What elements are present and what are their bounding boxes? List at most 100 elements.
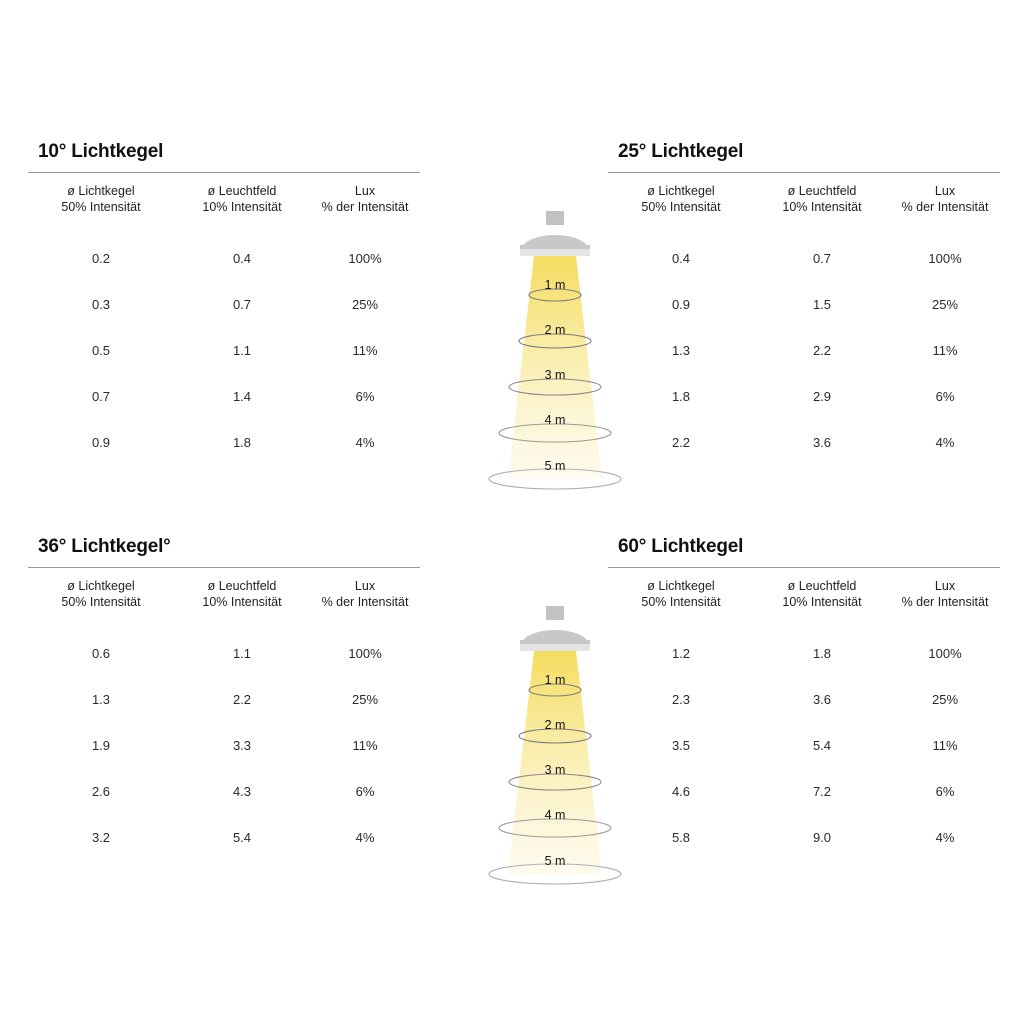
table-row: 4.6 7.2 6% <box>608 768 1000 814</box>
cell-lux: 25% <box>931 691 959 707</box>
table-row: 0.5 1.1 11% <box>28 327 420 373</box>
table-row: 2.6 4.3 6% <box>28 768 420 814</box>
cell-lichtkegel: 0.2 <box>91 250 111 266</box>
cell-leuchtfeld: 1.1 <box>232 342 252 358</box>
cell-lichtkegel: 0.9 <box>91 434 111 450</box>
distance-ellipse-3m <box>508 773 602 791</box>
cell-lux: 4% <box>355 829 375 845</box>
table-header-row: ø Lichtkegel 50% Intensität ø Leuchtfeld… <box>608 183 1000 221</box>
beam-table-10: ø Lichtkegel 50% Intensität ø Leuchtfeld… <box>28 183 420 465</box>
cell-lux: 11% <box>352 342 378 358</box>
cell-lux: 6% <box>935 783 955 799</box>
cell-leuchtfeld: 9.0 <box>812 829 832 845</box>
lamp-icon <box>520 211 590 256</box>
cell-lichtkegel: 0.7 <box>91 388 111 404</box>
panel-25-degree: 25° Lichtkegel ø Lichtkegel 50% Intensit… <box>608 140 1000 465</box>
table-header-row: ø Lichtkegel 50% Intensität ø Leuchtfeld… <box>608 578 1000 616</box>
beam-table-36: ø Lichtkegel 50% Intensität ø Leuchtfeld… <box>28 578 420 860</box>
table-row: 0.7 1.4 6% <box>28 373 420 419</box>
table-row: 0.6 1.1 100% <box>28 616 420 676</box>
title-divider <box>608 172 1000 173</box>
table-row: 0.2 0.4 100% <box>28 221 420 281</box>
cell-lux: 4% <box>935 434 955 450</box>
cell-leuchtfeld: 5.4 <box>232 829 252 845</box>
panel-36-degree: 36° Lichtkegel° ø Lichtkegel 50% Intensi… <box>28 535 420 860</box>
cell-lux: 6% <box>935 388 955 404</box>
table-row: 3.5 5.4 11% <box>608 722 1000 768</box>
column-header-lichtkegel: ø Lichtkegel 50% Intensität <box>61 184 141 214</box>
column-header-leuchtfeld: ø Leuchtfeld 10% Intensität <box>202 579 282 609</box>
table-row: 1.3 2.2 25% <box>28 676 420 722</box>
distance-label-3m: 3 m <box>545 763 566 777</box>
distance-label-4m: 4 m <box>545 808 566 822</box>
table-row: 0.9 1.5 25% <box>608 281 1000 327</box>
table-header-row: ø Lichtkegel 50% Intensität ø Leuchtfeld… <box>28 578 420 616</box>
cell-lichtkegel: 3.2 <box>91 829 111 845</box>
distance-markers: 1 m 2 m 3 m 4 m 5 m <box>488 278 622 490</box>
distance-ellipse-2m <box>518 333 592 349</box>
cell-leuchtfeld: 1.4 <box>232 388 252 404</box>
cell-lux: 4% <box>935 829 955 845</box>
table-row: 3.2 5.4 4% <box>28 814 420 860</box>
column-header-lux: Lux % der Intensität <box>321 184 409 214</box>
distance-markers: 1 m 2 m 3 m 4 m 5 m <box>488 673 622 885</box>
cell-lichtkegel: 3.5 <box>671 737 691 753</box>
table-row: 0.4 0.7 100% <box>608 221 1000 281</box>
column-header-leuchtfeld: ø Leuchtfeld 10% Intensität <box>782 184 862 214</box>
column-header-lichtkegel: ø Lichtkegel 50% Intensität <box>61 579 141 609</box>
distance-ellipse-4m <box>498 818 612 838</box>
cell-leuchtfeld: 2.9 <box>812 388 832 404</box>
cell-lichtkegel: 1.9 <box>91 737 111 753</box>
cell-lichtkegel: 2.3 <box>671 691 691 707</box>
table-row: 2.2 3.6 4% <box>608 419 1000 465</box>
cell-lichtkegel: 2.6 <box>91 783 111 799</box>
cell-lichtkegel: 1.3 <box>671 342 691 358</box>
page-title: 36° Lichtkegel° <box>38 536 171 557</box>
light-cone-diagram-top: 1 m 2 m 3 m 4 m 5 m <box>480 201 630 501</box>
cell-leuchtfeld: 0.7 <box>232 296 252 312</box>
cell-leuchtfeld: 2.2 <box>812 342 832 358</box>
cell-leuchtfeld: 3.6 <box>812 691 832 707</box>
cell-lichtkegel: 1.2 <box>671 645 691 661</box>
cell-lux: 100% <box>928 645 962 661</box>
table-row: 0.3 0.7 25% <box>28 281 420 327</box>
cell-lux: 4% <box>355 434 375 450</box>
cell-lichtkegel: 1.3 <box>91 691 111 707</box>
distance-ellipse-3m <box>508 378 602 396</box>
cell-lichtkegel: 0.3 <box>91 296 111 312</box>
column-header-lux: Lux % der Intensität <box>901 184 989 214</box>
cell-lichtkegel: 4.6 <box>671 783 691 799</box>
table-row: 0.9 1.8 4% <box>28 419 420 465</box>
distance-ellipse-5m <box>488 863 622 885</box>
table-row: 5.8 9.0 4% <box>608 814 1000 860</box>
panel-60-degree: 60° Lichtkegel ø Lichtkegel 50% Intensit… <box>608 535 1000 860</box>
cell-lux: 100% <box>928 250 962 266</box>
cell-lichtkegel: 0.9 <box>671 296 691 312</box>
cell-lux: 100% <box>348 250 382 266</box>
distance-label-4m: 4 m <box>545 413 566 427</box>
cell-lux: 100% <box>348 645 382 661</box>
cell-leuchtfeld: 7.2 <box>812 783 832 799</box>
beam-table-60: ø Lichtkegel 50% Intensität ø Leuchtfeld… <box>608 578 1000 860</box>
cell-lux: 6% <box>355 783 375 799</box>
cell-leuchtfeld: 1.8 <box>232 434 252 450</box>
column-header-lux: Lux % der Intensität <box>901 579 989 609</box>
cell-leuchtfeld: 1.1 <box>232 645 252 661</box>
column-header-lux: Lux % der Intensität <box>321 579 409 609</box>
cell-leuchtfeld: 0.7 <box>812 250 832 266</box>
distance-label-5m: 5 m <box>545 854 566 868</box>
distance-ellipse-1m <box>528 288 582 302</box>
beam-table-25: ø Lichtkegel 50% Intensität ø Leuchtfeld… <box>608 183 1000 465</box>
light-cone-diagram-bottom: 1 m 2 m 3 m 4 m 5 m <box>480 596 630 896</box>
cell-leuchtfeld: 5.4 <box>812 737 832 753</box>
cell-leuchtfeld: 0.4 <box>232 250 252 266</box>
distance-label-1m: 1 m <box>545 673 566 687</box>
cell-lichtkegel: 1.8 <box>671 388 691 404</box>
table-row: 2.3 3.6 25% <box>608 676 1000 722</box>
cell-lichtkegel: 0.6 <box>91 645 111 661</box>
cell-lichtkegel: 0.5 <box>91 342 111 358</box>
distance-label-1m: 1 m <box>545 278 566 292</box>
column-header-leuchtfeld: ø Leuchtfeld 10% Intensität <box>202 184 282 214</box>
distance-ellipse-2m <box>518 728 592 744</box>
